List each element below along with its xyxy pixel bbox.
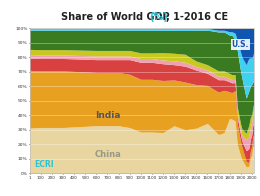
Text: ECRI: ECRI: [34, 160, 54, 169]
Text: U.S.: U.S.: [232, 40, 249, 49]
Text: , 1-2016 CE: , 1-2016 CE: [166, 12, 229, 22]
Text: China: China: [95, 150, 121, 159]
Text: India: India: [95, 111, 121, 120]
Text: Share of World GDP: Share of World GDP: [61, 12, 173, 22]
Text: (%): (%): [150, 12, 168, 22]
Text: Share of World GDP (%), 1-2016 CE: Share of World GDP (%), 1-2016 CE: [45, 5, 237, 15]
